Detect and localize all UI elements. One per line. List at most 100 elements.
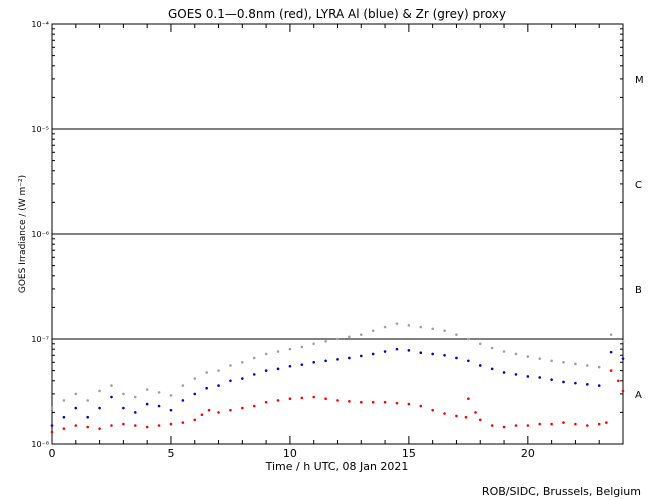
data-point [276, 399, 280, 402]
data-point [241, 406, 244, 410]
y-axis-label: GOES Irradiance / (W m⁻²) [18, 175, 28, 293]
chart-title: GOES 0.1—0.8nm (red), LYRA Al (blue) & Z… [168, 7, 506, 21]
data-point [502, 425, 506, 429]
data-point [207, 408, 211, 412]
data-point [62, 415, 66, 419]
flare-class-lines [52, 128, 623, 340]
credit-text: ROB/SIDC, Brussels, Belgium [482, 485, 641, 498]
data-point [288, 347, 292, 351]
data-point [133, 395, 137, 399]
data-point [586, 424, 589, 427]
data-point [348, 400, 351, 403]
data-point [193, 392, 197, 396]
flare-class-label: B [635, 285, 642, 296]
data-point [383, 350, 387, 353]
data-point [395, 322, 399, 325]
data-point [526, 424, 530, 427]
y-tick-label: 10⁻⁷ [31, 335, 49, 344]
series-0 [50, 369, 625, 434]
data-point [252, 373, 256, 376]
y-axis-ticks: 10⁻⁸ 10⁻⁷ 10⁻⁶ 10⁻⁵ 10⁻⁴ [31, 20, 623, 449]
data-point [50, 406, 54, 410]
data-point [133, 411, 137, 414]
data-point [514, 352, 518, 356]
data-point [98, 389, 101, 393]
data-point [110, 424, 113, 427]
data-point [419, 351, 423, 355]
data-point [474, 411, 477, 414]
data-point [621, 340, 625, 343]
data-point [467, 337, 470, 341]
data-point [300, 396, 304, 400]
data-point [252, 404, 256, 408]
data-point [169, 408, 173, 412]
data-point [597, 365, 601, 369]
data-point [336, 358, 339, 361]
data-point [514, 373, 518, 376]
data-point [371, 352, 375, 356]
data-point [181, 421, 185, 424]
flare-class-labels: A B C M [635, 75, 644, 401]
y-tick-label: 10⁻⁴ [31, 20, 49, 29]
data-point [217, 411, 220, 414]
data-point [145, 425, 149, 429]
data-point [490, 367, 494, 371]
data-point [490, 346, 494, 350]
data-point [526, 375, 530, 378]
y-tick-label: 10⁻⁵ [31, 125, 49, 134]
x-axis-label: Time / h UTC, 08 Jan 2021 [265, 460, 409, 473]
flare-class-label: C [635, 180, 642, 191]
data-point [562, 421, 565, 424]
data-point [324, 359, 327, 363]
data-point [550, 378, 553, 381]
data-point [609, 350, 613, 354]
data-point [407, 324, 411, 327]
data-point [74, 406, 78, 410]
data-point [300, 363, 304, 366]
data-point [157, 424, 161, 427]
data-point [605, 421, 608, 424]
data-point [122, 422, 125, 426]
data-point [229, 364, 232, 367]
data-point [431, 327, 434, 331]
data-point [312, 360, 316, 364]
data-point [145, 402, 149, 406]
data-point [288, 397, 292, 401]
data-point [74, 424, 78, 427]
data-point [526, 355, 530, 358]
data-point [110, 395, 113, 399]
data-point [407, 402, 411, 406]
data-point [359, 400, 363, 404]
data-point [324, 340, 327, 343]
data-point [98, 406, 101, 410]
data-point [241, 360, 244, 364]
series-1 [50, 347, 625, 427]
data-point [348, 335, 351, 339]
data-point [490, 424, 494, 427]
data-point [193, 377, 197, 380]
data-point [217, 384, 220, 387]
data-point [312, 395, 316, 399]
data-point [455, 333, 458, 336]
data-point [395, 401, 399, 405]
data-point [229, 408, 232, 412]
data-point [359, 333, 363, 336]
data-point [383, 400, 387, 404]
data-point [122, 406, 125, 410]
data-point [514, 424, 518, 427]
data-point [276, 367, 280, 371]
data-point [252, 356, 256, 360]
data-point [550, 422, 553, 426]
data-point [62, 399, 66, 402]
data-point [502, 350, 506, 353]
data-point [431, 408, 434, 412]
x-tick-label: 0 [49, 447, 56, 460]
data-point [157, 391, 161, 394]
flare-class-label: M [635, 75, 644, 86]
data-point [312, 342, 316, 346]
x-tick-label: 5 [167, 447, 174, 460]
data-point [181, 384, 185, 387]
data-point [621, 357, 625, 360]
data-point [133, 424, 137, 427]
data-point [609, 333, 613, 336]
